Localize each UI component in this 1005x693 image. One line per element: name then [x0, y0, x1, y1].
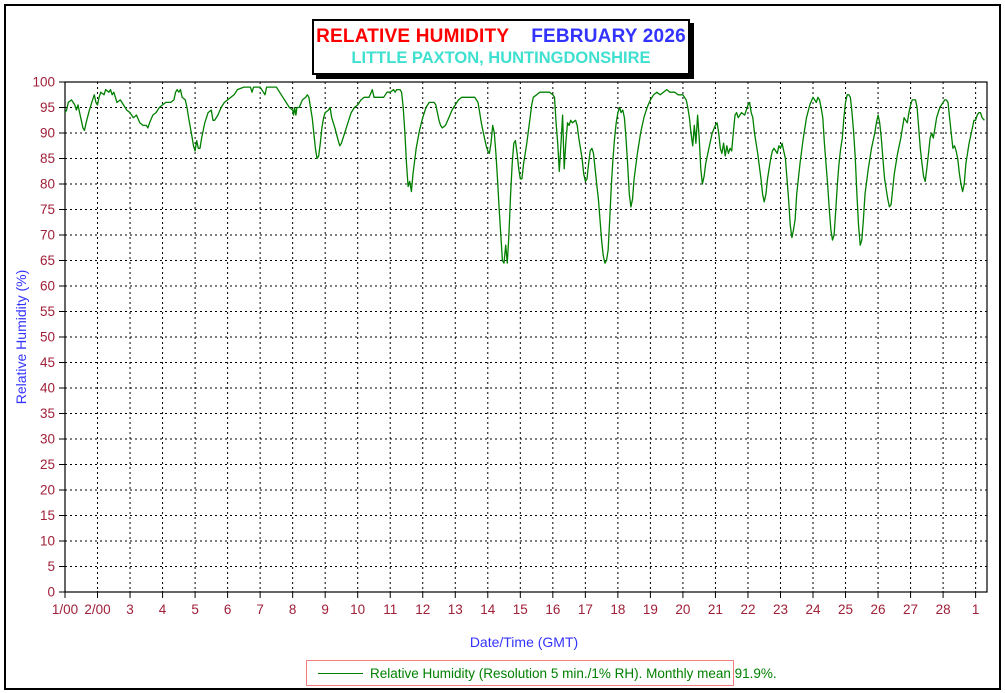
title-row: RELATIVE HUMIDITY FEBRUARY 2026: [314, 26, 688, 48]
svg-text:24: 24: [805, 602, 821, 617]
svg-text:65: 65: [40, 253, 55, 268]
svg-text:15: 15: [513, 602, 528, 617]
svg-text:16: 16: [545, 602, 560, 617]
humidity-series-line: [64, 86, 985, 264]
svg-text:22: 22: [740, 602, 755, 617]
svg-text:90: 90: [40, 126, 55, 141]
legend-box: Relative Humidity (Resolution 5 min./1% …: [306, 660, 777, 686]
chart-title-box: RELATIVE HUMIDITY FEBRUARY 2026 LITTLE P…: [312, 19, 690, 75]
svg-text:15: 15: [40, 508, 55, 523]
svg-text:25: 25: [40, 457, 55, 472]
title-period: FEBRUARY 2026: [531, 26, 686, 47]
title-main: RELATIVE HUMIDITY: [316, 26, 510, 47]
svg-text:30: 30: [40, 432, 55, 447]
svg-text:20: 20: [40, 483, 55, 498]
x-tick-labels: 1/00 2/00 3 4 5 6 7 8 9 10 11 12 13 14 15 16 17 18 19 20 21 2…: [52, 602, 980, 617]
svg-text:1/00: 1/00: [52, 602, 78, 617]
svg-text:7: 7: [256, 602, 264, 617]
svg-text:35: 35: [40, 406, 55, 421]
svg-text:12: 12: [415, 602, 430, 617]
svg-text:1: 1: [972, 602, 980, 617]
svg-text:13: 13: [448, 602, 463, 617]
y-tick-labels: 0 5 10 15 20 25 30 35 40 45 50 55 60 65 70 75 80 85 90 95 10…: [32, 75, 55, 600]
svg-text:8: 8: [289, 602, 297, 617]
svg-text:2/00: 2/00: [84, 602, 110, 617]
gridlines: [65, 82, 987, 592]
svg-text:70: 70: [40, 228, 55, 243]
y-axis-title: Relative Humidity (%): [13, 269, 29, 405]
svg-text:100: 100: [32, 75, 55, 90]
legend-label: Relative Humidity (Resolution 5 min./1% …: [370, 665, 777, 681]
svg-text:11: 11: [383, 602, 397, 617]
svg-text:17: 17: [578, 602, 593, 617]
svg-text:21: 21: [708, 602, 723, 617]
svg-text:45: 45: [40, 355, 55, 370]
svg-text:95: 95: [40, 100, 55, 115]
svg-text:75: 75: [40, 202, 55, 217]
svg-text:40: 40: [40, 381, 55, 396]
svg-text:9: 9: [321, 602, 329, 617]
legend-line-sample: [318, 672, 363, 674]
svg-text:26: 26: [871, 602, 886, 617]
svg-text:5: 5: [47, 559, 55, 574]
svg-text:50: 50: [40, 330, 55, 345]
svg-text:19: 19: [643, 602, 658, 617]
svg-text:85: 85: [40, 151, 55, 166]
svg-text:60: 60: [40, 279, 55, 294]
title-location: LITTLE PAXTON, HUNTINGDONSHIRE: [351, 49, 651, 67]
svg-text:20: 20: [675, 602, 690, 617]
svg-text:18: 18: [610, 602, 625, 617]
svg-text:14: 14: [480, 602, 496, 617]
svg-text:6: 6: [224, 602, 232, 617]
svg-text:10: 10: [350, 602, 365, 617]
x-axis-title: Date/Time (GMT): [469, 634, 579, 650]
svg-text:0: 0: [47, 585, 55, 600]
svg-text:80: 80: [40, 177, 55, 192]
svg-text:5: 5: [191, 602, 199, 617]
svg-text:3: 3: [126, 602, 134, 617]
svg-text:55: 55: [40, 304, 55, 319]
svg-text:27: 27: [903, 602, 918, 617]
svg-text:4: 4: [159, 602, 167, 617]
svg-text:25: 25: [838, 602, 853, 617]
svg-text:28: 28: [936, 602, 951, 617]
svg-text:23: 23: [773, 602, 788, 617]
svg-text:10: 10: [40, 534, 55, 549]
axis-ticks: [59, 81, 977, 598]
